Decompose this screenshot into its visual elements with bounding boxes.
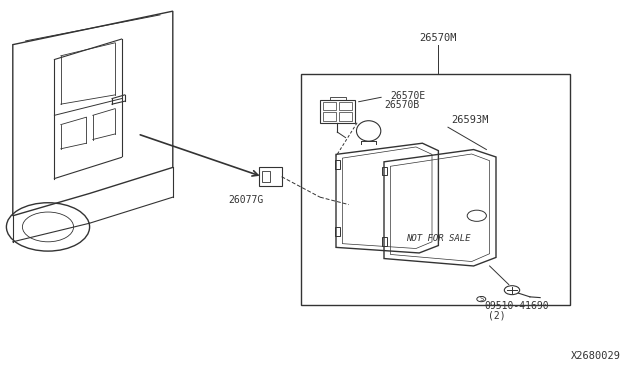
- Text: NOT FOR SALE: NOT FOR SALE: [406, 234, 471, 243]
- Bar: [320, 100, 355, 123]
- Bar: [301, 74, 570, 305]
- Bar: [259, 167, 282, 186]
- Text: 26593M: 26593M: [451, 115, 489, 125]
- Text: 26077G: 26077G: [228, 195, 264, 205]
- Bar: [335, 227, 340, 236]
- Bar: [323, 112, 336, 121]
- Bar: [330, 97, 346, 100]
- Text: 09510-41690: 09510-41690: [484, 301, 549, 311]
- Bar: [339, 112, 352, 121]
- Text: X2680029: X2680029: [571, 351, 621, 361]
- Bar: [323, 102, 336, 110]
- Text: S: S: [479, 296, 483, 302]
- Text: (2): (2): [488, 311, 506, 321]
- Bar: [335, 160, 340, 169]
- Bar: [382, 167, 387, 175]
- Bar: [339, 102, 352, 110]
- Bar: [262, 171, 270, 182]
- Text: 26570B: 26570B: [384, 100, 419, 110]
- Text: 26570E: 26570E: [390, 91, 426, 100]
- Text: 26570M: 26570M: [420, 33, 457, 43]
- Bar: [382, 237, 387, 246]
